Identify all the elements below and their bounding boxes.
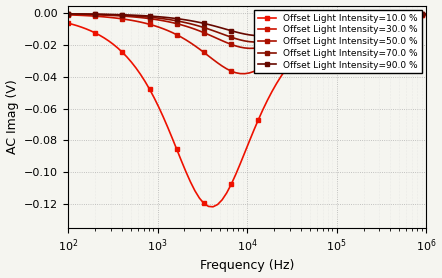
Offset Light Intensity=10.0 % bbox=[210, 205, 216, 208]
Offset Light Intensity=90.0 % bbox=[387, 13, 392, 17]
Line: Offset Light Intensity=50.0 %: Offset Light Intensity=50.0 % bbox=[66, 13, 428, 50]
Offset Light Intensity=10.0 % bbox=[287, 62, 293, 65]
Line: Offset Light Intensity=70.0 %: Offset Light Intensity=70.0 % bbox=[66, 12, 428, 44]
Offset Light Intensity=50.0 % bbox=[387, 14, 392, 17]
Offset Light Intensity=90.0 % bbox=[256, 34, 261, 37]
Line: Offset Light Intensity=90.0 %: Offset Light Intensity=90.0 % bbox=[66, 12, 428, 38]
Offset Light Intensity=90.0 % bbox=[423, 13, 429, 16]
Offset Light Intensity=70.0 % bbox=[301, 27, 306, 31]
Offset Light Intensity=10.0 % bbox=[65, 21, 71, 25]
Offset Light Intensity=30.0 % bbox=[301, 36, 306, 39]
Offset Light Intensity=70.0 % bbox=[423, 13, 429, 16]
Offset Light Intensity=70.0 % bbox=[283, 34, 288, 37]
Offset Light Intensity=70.0 % bbox=[387, 14, 392, 17]
Line: Offset Light Intensity=10.0 %: Offset Light Intensity=10.0 % bbox=[66, 13, 428, 208]
Line: Offset Light Intensity=30.0 %: Offset Light Intensity=30.0 % bbox=[66, 13, 428, 75]
Offset Light Intensity=50.0 % bbox=[287, 34, 293, 38]
Offset Light Intensity=10.0 % bbox=[423, 13, 429, 17]
Offset Light Intensity=30.0 % bbox=[224, 67, 229, 71]
Offset Light Intensity=10.0 % bbox=[229, 183, 234, 186]
Offset Light Intensity=10.0 % bbox=[315, 37, 320, 40]
Offset Light Intensity=90.0 % bbox=[315, 21, 320, 25]
Offset Light Intensity=50.0 % bbox=[247, 47, 252, 50]
Offset Light Intensity=70.0 % bbox=[287, 32, 293, 35]
Offset Light Intensity=90.0 % bbox=[287, 29, 293, 32]
Offset Light Intensity=70.0 % bbox=[65, 12, 71, 16]
Offset Light Intensity=90.0 % bbox=[224, 28, 229, 31]
X-axis label: Frequency (Hz): Frequency (Hz) bbox=[200, 259, 294, 272]
Offset Light Intensity=30.0 % bbox=[242, 72, 248, 75]
Offset Light Intensity=50.0 % bbox=[315, 24, 320, 27]
Offset Light Intensity=50.0 % bbox=[283, 36, 288, 39]
Offset Light Intensity=50.0 % bbox=[423, 13, 429, 16]
Offset Light Intensity=30.0 % bbox=[387, 14, 392, 18]
Offset Light Intensity=10.0 % bbox=[283, 68, 288, 71]
Offset Light Intensity=70.0 % bbox=[315, 23, 320, 26]
Offset Light Intensity=70.0 % bbox=[224, 34, 229, 37]
Offset Light Intensity=30.0 % bbox=[287, 45, 293, 48]
Offset Light Intensity=90.0 % bbox=[283, 30, 288, 33]
Offset Light Intensity=90.0 % bbox=[301, 25, 306, 28]
Offset Light Intensity=30.0 % bbox=[65, 13, 71, 16]
Offset Light Intensity=90.0 % bbox=[65, 12, 71, 16]
Offset Light Intensity=30.0 % bbox=[283, 48, 288, 51]
Offset Light Intensity=50.0 % bbox=[301, 29, 306, 32]
Offset Light Intensity=50.0 % bbox=[65, 13, 71, 16]
Offset Light Intensity=30.0 % bbox=[315, 29, 320, 33]
Offset Light Intensity=50.0 % bbox=[224, 41, 229, 44]
Offset Light Intensity=70.0 % bbox=[251, 40, 256, 44]
Offset Light Intensity=10.0 % bbox=[301, 48, 306, 51]
Y-axis label: AC Imag (V): AC Imag (V) bbox=[6, 79, 19, 154]
Offset Light Intensity=10.0 % bbox=[387, 16, 392, 19]
Offset Light Intensity=30.0 % bbox=[423, 13, 429, 16]
Legend: Offset Light Intensity=10.0 %, Offset Light Intensity=30.0 %, Offset Light Inten: Offset Light Intensity=10.0 %, Offset Li… bbox=[255, 10, 422, 73]
